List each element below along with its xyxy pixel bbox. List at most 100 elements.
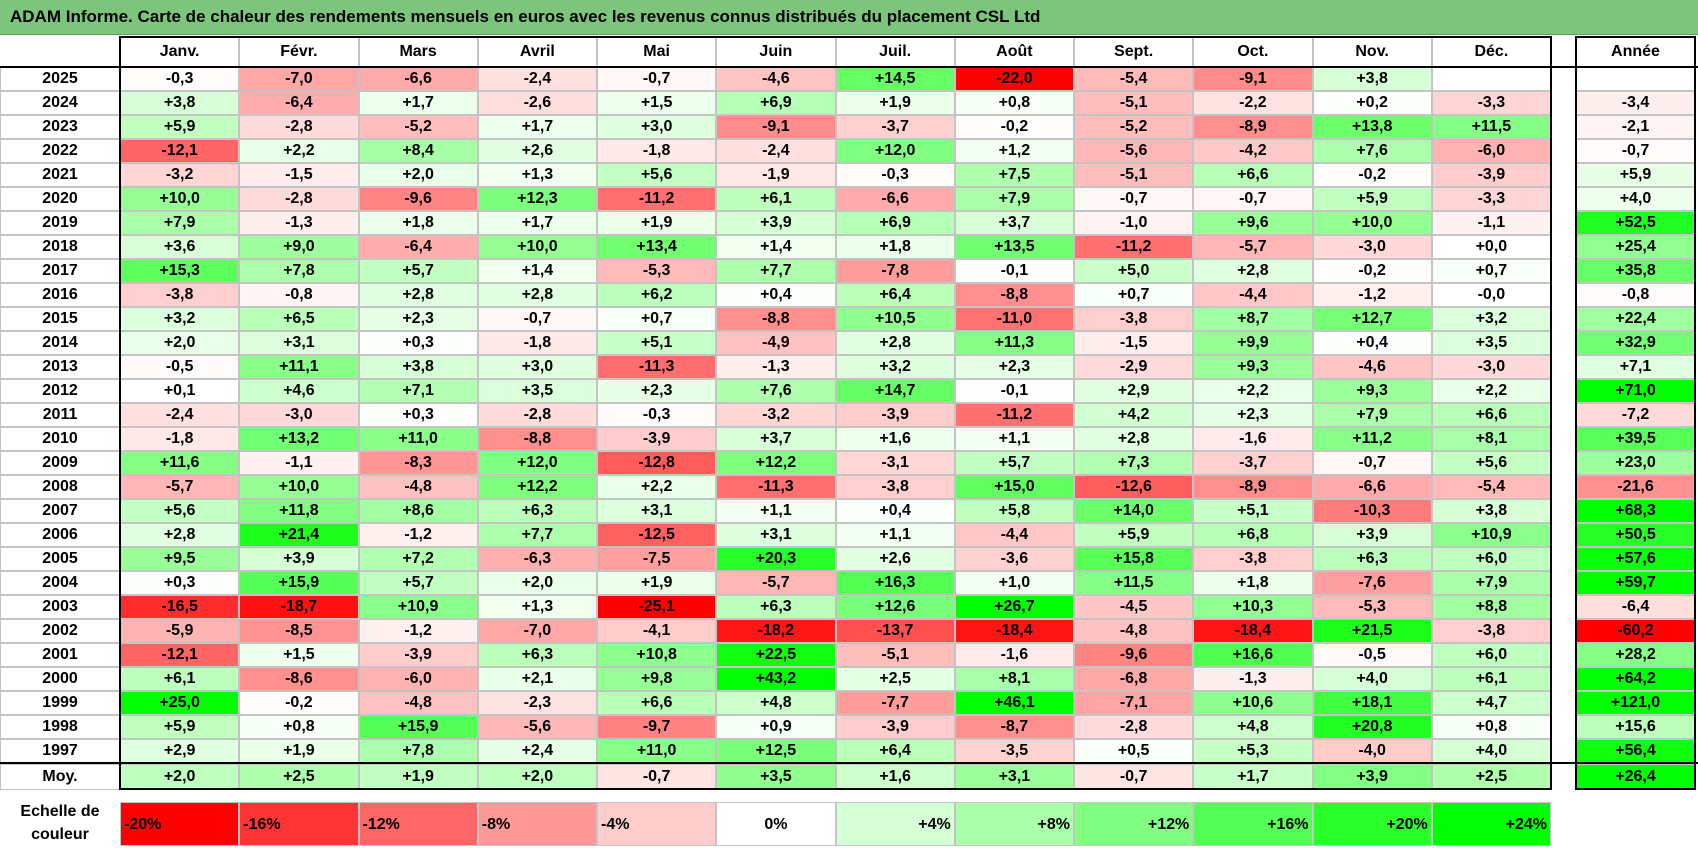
heatmap-cell: +12,5 bbox=[716, 739, 836, 763]
year-label: 2017 bbox=[0, 259, 120, 283]
heatmap-cell: +2,2 bbox=[1431, 379, 1551, 403]
annual-cell: -60,2 bbox=[1576, 619, 1695, 643]
annual-cell: -6,4 bbox=[1576, 595, 1695, 619]
heatmap-cell: -18,7 bbox=[239, 595, 359, 619]
heatmap-cell: +1,1 bbox=[835, 523, 955, 547]
heatmap-cell: -2,3 bbox=[477, 691, 597, 715]
heatmap-cell: +15,3 bbox=[120, 259, 240, 283]
heatmap-cell: -8,9 bbox=[1193, 115, 1313, 139]
month-header: Avril bbox=[477, 36, 597, 67]
annual-cell: +15,6 bbox=[1576, 715, 1695, 739]
heatmap-cell: -7,6 bbox=[1312, 571, 1432, 595]
annual-cell: +5,9 bbox=[1576, 163, 1695, 187]
heatmap-cell: +1,4 bbox=[716, 235, 836, 259]
heatmap-cell: +9,6 bbox=[1193, 211, 1313, 235]
heatmap-cell: +0,4 bbox=[716, 283, 836, 307]
heatmap-cell: -2,9 bbox=[1074, 355, 1194, 379]
heatmap-cell: +8,8 bbox=[1431, 595, 1551, 619]
heatmap-cell: -10,3 bbox=[1312, 499, 1432, 523]
heatmap-cell: -5,7 bbox=[716, 571, 836, 595]
heatmap-cell: +5,6 bbox=[1431, 451, 1551, 475]
heatmap-cell: +1,3 bbox=[477, 163, 597, 187]
heatmap-cell: -4,2 bbox=[1193, 139, 1313, 163]
heatmap-cell: +6,1 bbox=[120, 667, 240, 691]
heatmap-cell: -11,0 bbox=[954, 307, 1074, 331]
heatmap-cell: +3,1 bbox=[239, 331, 359, 355]
heatmap-cell: +10,3 bbox=[1193, 595, 1313, 619]
heatmap-cell: +18,1 bbox=[1312, 691, 1432, 715]
heatmap-cell: +3,1 bbox=[716, 523, 836, 547]
heatmap-cell: +11,8 bbox=[239, 499, 359, 523]
heatmap-cell: +6,6 bbox=[597, 691, 717, 715]
month-header: Juin bbox=[716, 36, 836, 67]
heatmap-cell: +0,1 bbox=[120, 379, 240, 403]
heatmap-cell: +6,3 bbox=[716, 595, 836, 619]
heatmap-cell: +10,9 bbox=[358, 595, 478, 619]
heatmap-cell: +3,5 bbox=[477, 379, 597, 403]
color-scale-swatch: -12% bbox=[358, 802, 478, 846]
heatmap-cell: -8,8 bbox=[954, 283, 1074, 307]
color-scale-swatch: +4% bbox=[835, 802, 955, 846]
heatmap-cell: -7,0 bbox=[477, 619, 597, 643]
heatmap-cell: +10,6 bbox=[1193, 691, 1313, 715]
annual-cell: +7,1 bbox=[1576, 355, 1695, 379]
heatmap-cell: +3,8 bbox=[1431, 499, 1551, 523]
year-label: 2024 bbox=[0, 91, 120, 115]
heatmap-cell: +12,7 bbox=[1312, 307, 1432, 331]
heatmap-cell: +2,6 bbox=[477, 139, 597, 163]
color-scale-swatch: -4% bbox=[597, 802, 717, 846]
heatmap-cell: +2,8 bbox=[120, 523, 240, 547]
heatmap-cell: -1,2 bbox=[358, 523, 478, 547]
heatmap-cell: -3,8 bbox=[120, 283, 240, 307]
heatmap-cell: +3,5 bbox=[1431, 331, 1551, 355]
average-cell: -0,7 bbox=[597, 764, 717, 790]
heatmap-cell: +9,3 bbox=[1193, 355, 1313, 379]
heatmap-cell: +3,6 bbox=[120, 235, 240, 259]
heatmap-cell: -8,8 bbox=[477, 427, 597, 451]
heatmap-cell: +1,8 bbox=[835, 235, 955, 259]
heatmap-cell: -4,6 bbox=[716, 67, 836, 91]
heatmap-cell: +2,6 bbox=[835, 547, 955, 571]
heatmap-cell: -5,1 bbox=[1074, 91, 1194, 115]
heatmap-cell: -5,7 bbox=[1193, 235, 1313, 259]
month-header: Oct. bbox=[1193, 36, 1313, 67]
heatmap-cell: +0,7 bbox=[1431, 259, 1551, 283]
heatmap-cell: -6,0 bbox=[358, 667, 478, 691]
heatmap-cell: -0,0 bbox=[1431, 283, 1551, 307]
heatmap-cell: -9,6 bbox=[1074, 643, 1194, 667]
heatmap-cell: -3,6 bbox=[954, 547, 1074, 571]
heatmap-cell: -0,8 bbox=[239, 283, 359, 307]
heatmap-cell: +5,1 bbox=[1193, 499, 1313, 523]
annual-cell: +39,5 bbox=[1576, 427, 1695, 451]
average-cell: +1,9 bbox=[358, 764, 478, 790]
heatmap-cell: -1,3 bbox=[1193, 667, 1313, 691]
heatmap-cell: -0,3 bbox=[597, 403, 717, 427]
average-cell: +3,1 bbox=[954, 764, 1074, 790]
heatmap-cell: +2,3 bbox=[597, 379, 717, 403]
heatmap-cell: -4,6 bbox=[1312, 355, 1432, 379]
heatmap-cell: -0,7 bbox=[597, 67, 717, 91]
heatmap-cell: +1,2 bbox=[954, 139, 1074, 163]
heatmap-cell: -1,3 bbox=[716, 355, 836, 379]
heatmap-cell: +11,5 bbox=[1074, 571, 1194, 595]
heatmap-cell: -0,7 bbox=[1074, 187, 1194, 211]
heatmap-cell: -1,9 bbox=[716, 163, 836, 187]
year-label: 2016 bbox=[0, 283, 120, 307]
annual-cell: -0,8 bbox=[1576, 283, 1695, 307]
heatmap-cell: -5,4 bbox=[1431, 475, 1551, 499]
heatmap-cell: -5,7 bbox=[120, 475, 240, 499]
heatmap-cell: +1,9 bbox=[835, 91, 955, 115]
heatmap-cell: +13,2 bbox=[239, 427, 359, 451]
heatmap-cell: +8,6 bbox=[358, 499, 478, 523]
heatmap-cell: -1,0 bbox=[1074, 211, 1194, 235]
heatmap-cell: -2,4 bbox=[716, 139, 836, 163]
year-label: 2021 bbox=[0, 163, 120, 187]
heatmap-cell: -1,5 bbox=[239, 163, 359, 187]
heatmap-cell: +1,1 bbox=[954, 427, 1074, 451]
heatmap-cell: -2,2 bbox=[1193, 91, 1313, 115]
heatmap-cell: -5,6 bbox=[1074, 139, 1194, 163]
heatmap-cell: -4,4 bbox=[1193, 283, 1313, 307]
annual-cell: -2,1 bbox=[1576, 115, 1695, 139]
heatmap-cell: +9,9 bbox=[1193, 331, 1313, 355]
heatmap-cell: +6,1 bbox=[716, 187, 836, 211]
